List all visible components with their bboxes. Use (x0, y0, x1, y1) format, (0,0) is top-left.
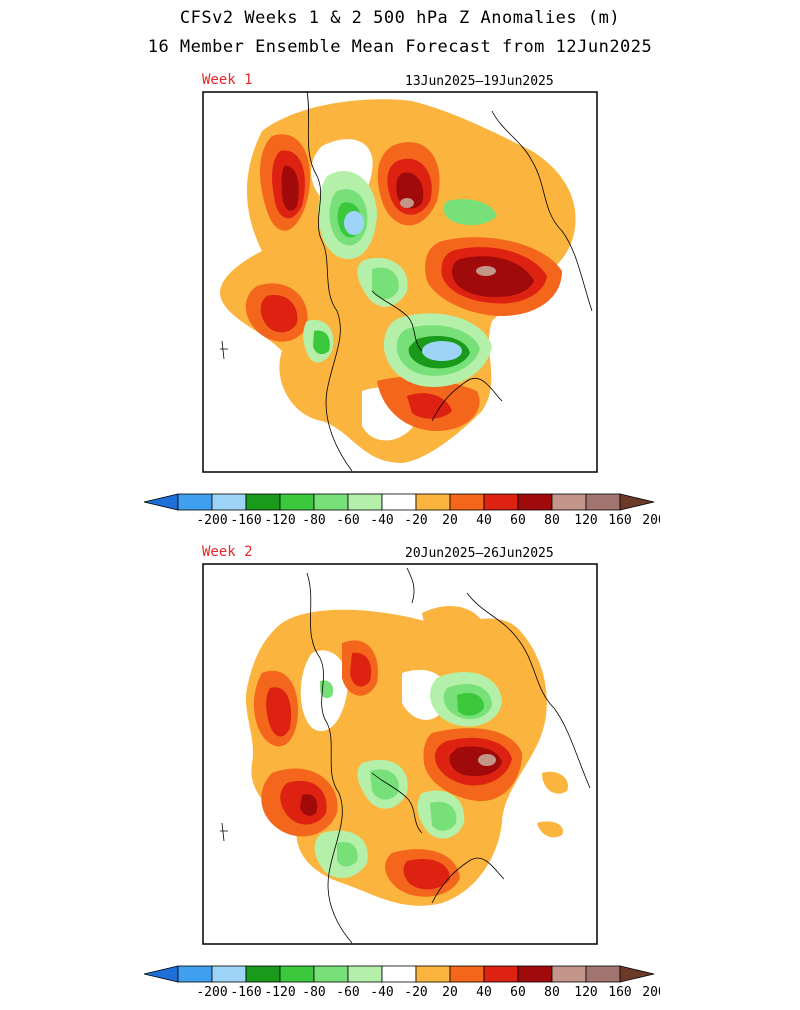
colorbar-tick-label: -20 (404, 985, 427, 1000)
week1-coastlines (220, 91, 593, 472)
colorbar-tick-label: 120 (574, 513, 597, 528)
colorbar-tick-label: 80 (544, 513, 560, 528)
colorbar-swatch (279, 965, 315, 983)
week1-label: Week 1 (202, 72, 253, 88)
colorbar-swatch (245, 965, 281, 983)
colorbar-tick-label: 20 (442, 985, 458, 1000)
chart-title: CFSv2 Weeks 1 & 2 500 hPa Z Anomalies (m… (179, 8, 621, 28)
colorbar-tick-label: -40 (370, 985, 393, 1000)
colorbar-tick-label: -160 (230, 513, 261, 528)
week2-label: Week 2 (202, 544, 253, 560)
week1-anomaly-fields (220, 99, 576, 463)
colorbar-tick-label: -80 (302, 513, 325, 528)
colorbar-tick-label: 120 (574, 985, 597, 1000)
colorbar-tick-label: -120 (264, 513, 295, 528)
colorbar-swatch (585, 493, 621, 511)
colorbar-tick-label: -200 (196, 513, 227, 528)
colorbar-tick-label: -60 (336, 985, 359, 1000)
colorbar-arrow-high (619, 493, 655, 511)
colorbar-tick-label: 200 (642, 985, 660, 1000)
colorbar-swatch (381, 965, 417, 983)
colorbar-swatch (483, 965, 519, 983)
week2-coastlines (220, 567, 591, 944)
colorbar-arrow-low (143, 493, 179, 511)
colorbar-swatch (211, 493, 247, 511)
colorbar-swatch (449, 493, 485, 511)
colorbar-tick-label: 160 (608, 985, 631, 1000)
colorbar-swatch (279, 493, 315, 511)
colorbar-swatch (177, 965, 213, 983)
colorbar-tick-label: -60 (336, 513, 359, 528)
colorbar-arrow-low (143, 965, 179, 983)
colorbar-swatch (381, 493, 417, 511)
colorbar-tick-label: 160 (608, 513, 631, 528)
week1-colorbar: -200 -160 -120 -80 -60 -40 -20 20 40 60 80 120 160 20… (140, 490, 666, 534)
week2-anomaly-fields (245, 605, 568, 906)
colorbar-swatch (551, 493, 587, 511)
colorbar-tick-label: 40 (476, 513, 492, 528)
colorbar-swatch (211, 965, 247, 983)
colorbar-tick-label: 60 (510, 985, 526, 1000)
colorbar-tick-label: 60 (510, 513, 526, 528)
week2-dates: 20Jun2025–26Jun2025 (405, 546, 554, 561)
week2-colorbar: -200 -160 -120 -80 -60 -40 -20 20 40 60 80 120 160 20… (140, 962, 666, 1006)
colorbar-swatch (347, 493, 383, 511)
week1-dates: 13Jun2025–19Jun2025 (405, 74, 554, 89)
colorbar-tick-label: -40 (370, 513, 393, 528)
colorbar-tick-label: 40 (476, 985, 492, 1000)
colorbar-arrow-high (619, 965, 655, 983)
colorbar-swatch (415, 965, 451, 983)
colorbar-swatch (585, 965, 621, 983)
colorbar-tick-label: -160 (230, 985, 261, 1000)
colorbar-tick-label: -200 (196, 985, 227, 1000)
colorbar-tick-label: 20 (442, 513, 458, 528)
colorbar-swatch (313, 965, 349, 983)
colorbar-tick-label: -80 (302, 985, 325, 1000)
colorbar-tick-label: 200 (642, 513, 660, 528)
week2-map (202, 563, 598, 945)
colorbar-tick-label: -120 (264, 985, 295, 1000)
colorbar-swatch (245, 493, 281, 511)
colorbar-swatch (347, 965, 383, 983)
week1-map (202, 91, 598, 473)
colorbar-swatch (313, 493, 349, 511)
colorbar-swatch (551, 965, 587, 983)
colorbar-swatch (449, 965, 485, 983)
colorbar-swatch (517, 965, 553, 983)
colorbar-tick-label: 80 (544, 985, 560, 1000)
colorbar-tick-label: -20 (404, 513, 427, 528)
colorbar-swatch (483, 493, 519, 511)
colorbar-swatch (517, 493, 553, 511)
colorbar-swatch (177, 493, 213, 511)
chart-subtitle: 16 Member Ensemble Mean Forecast from 12… (147, 37, 653, 57)
colorbar-swatch (415, 493, 451, 511)
